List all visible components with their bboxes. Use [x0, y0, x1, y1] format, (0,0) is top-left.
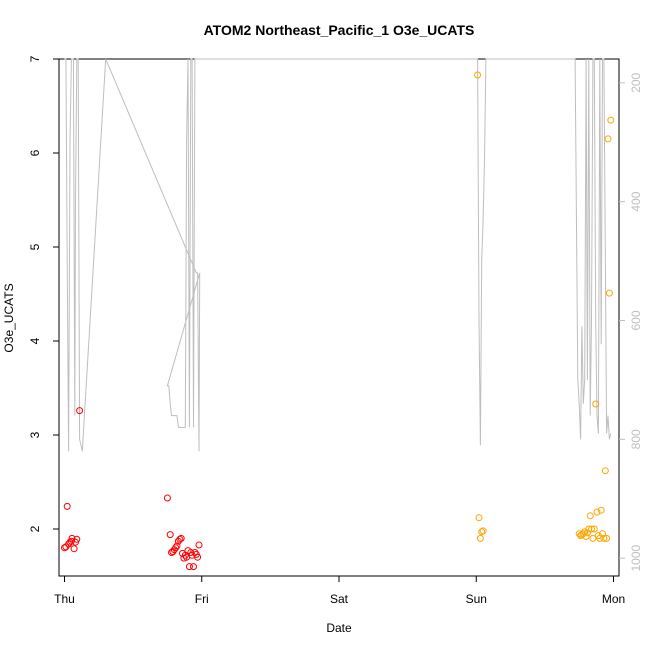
x-tick-label: Sat	[330, 592, 349, 606]
data-point	[177, 534, 185, 542]
x-tick-label: Fri	[195, 592, 209, 606]
x-axis: Thu Fri Sat Sun Mon	[54, 576, 625, 606]
data-point	[63, 502, 71, 510]
data-point	[173, 542, 181, 550]
data-point	[185, 563, 193, 571]
data-point	[478, 528, 486, 536]
data-point	[172, 544, 180, 552]
data-point	[583, 529, 591, 537]
data-point	[593, 508, 601, 516]
data-point	[476, 534, 484, 542]
y-axis-label: O3e_UCATS	[2, 283, 16, 352]
data-point	[166, 531, 174, 539]
y-axis: 2 3 4 5 6 7	[28, 55, 59, 532]
pressure-line	[64, 58, 612, 452]
y-tick-label: 7	[28, 55, 42, 62]
data-point	[194, 553, 202, 561]
data-point	[600, 534, 608, 542]
data-point	[586, 512, 594, 520]
data-point	[475, 514, 483, 522]
data-point	[605, 289, 613, 297]
data-point	[607, 116, 615, 124]
plot-frame	[58, 58, 620, 577]
data-point	[588, 525, 595, 533]
y-tick-label: 2	[28, 525, 42, 532]
data-point	[592, 400, 600, 408]
points-layer	[61, 71, 615, 571]
data-point	[590, 525, 598, 533]
data-point	[601, 467, 609, 475]
y-tick-label: 5	[28, 243, 42, 250]
x-tick-label: Thu	[54, 592, 75, 606]
data-point	[582, 533, 590, 540]
pressure-layer	[64, 58, 612, 452]
y2-tick-label: 600	[629, 310, 643, 330]
data-point	[195, 541, 203, 549]
data-point	[604, 135, 612, 143]
data-point	[61, 544, 68, 552]
x-tick-label: Mon	[602, 592, 625, 606]
y2-tick-label: 1000	[629, 545, 643, 572]
y-tick-label: 6	[28, 149, 42, 156]
right-axis: 200 400 600 800 1000	[619, 72, 643, 572]
data-point	[190, 563, 197, 571]
data-point	[73, 535, 81, 543]
data-point	[599, 530, 606, 538]
data-point	[603, 534, 611, 542]
data-point	[176, 535, 184, 543]
data-point	[76, 407, 84, 415]
data-point	[68, 534, 76, 542]
chart-title: ATOM2 Northeast_Pacific_1 O3e_UCATS	[204, 22, 475, 38]
x-axis-label: Date	[326, 621, 352, 635]
data-point	[70, 545, 78, 553]
data-point	[163, 494, 171, 502]
data-point	[597, 506, 605, 514]
y2-tick-label: 400	[629, 191, 643, 211]
data-point	[479, 527, 487, 535]
y2-tick-label: 200	[629, 72, 643, 92]
data-point	[474, 71, 482, 79]
data-point	[589, 534, 597, 542]
y-tick-label: 3	[28, 431, 42, 438]
y2-tick-label: 800	[629, 429, 643, 449]
x-tick-label: Sun	[466, 592, 487, 606]
y-tick-label: 4	[28, 337, 42, 344]
